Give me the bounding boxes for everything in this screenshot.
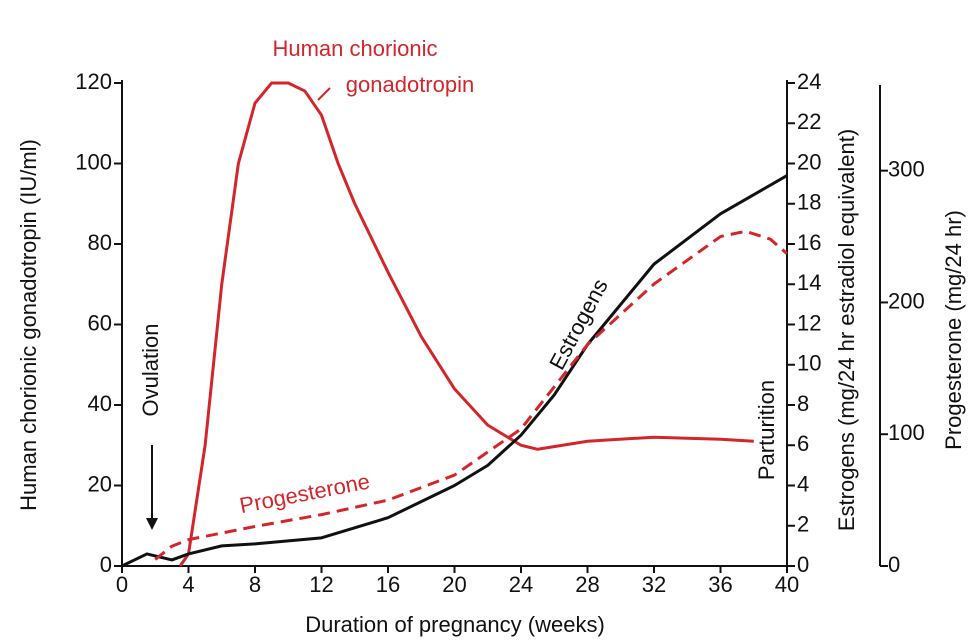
y-tick-label: 100 xyxy=(75,149,112,174)
y2-tick-label: 22 xyxy=(797,109,821,134)
x-tick-label: 4 xyxy=(182,572,194,597)
x-tick-label: 24 xyxy=(509,572,533,597)
y-tick-label: 80 xyxy=(88,230,112,255)
annotation: Ovulation xyxy=(138,324,163,417)
y-tick-label: 20 xyxy=(88,471,112,496)
annotation: Parturition xyxy=(754,380,779,480)
arrow-head xyxy=(146,518,158,530)
x-tick-label: 28 xyxy=(575,572,599,597)
x-tick-label: 12 xyxy=(309,572,333,597)
y2-tick-label: 12 xyxy=(797,310,821,335)
y-axis-label: Human chorionic gonadotropin (IU/ml) xyxy=(16,139,41,511)
annotation: Progesterone xyxy=(237,468,371,518)
x-axis-label: Duration of pregnancy (weeks) xyxy=(305,612,605,637)
annotation: gonadotropin xyxy=(346,72,474,97)
y-tick-label: 60 xyxy=(88,310,112,335)
y-tick-label: 120 xyxy=(75,69,112,94)
series-line xyxy=(121,174,788,568)
x-tick-label: 40 xyxy=(775,572,799,597)
y-tick-label: 40 xyxy=(88,391,112,416)
y2-tick-label: 20 xyxy=(797,149,821,174)
y3-tick-label: 200 xyxy=(888,288,925,313)
y2-tick-label: 10 xyxy=(797,351,821,376)
y2-tick-label: 4 xyxy=(797,471,809,496)
x-tick-label: 16 xyxy=(376,572,400,597)
x-tick-label: 32 xyxy=(642,572,666,597)
connector xyxy=(317,87,331,101)
y2-tick-label: 18 xyxy=(797,190,821,215)
y3-tick-label: 300 xyxy=(888,156,925,181)
y2-tick-label: 6 xyxy=(797,431,809,456)
y2-tick-label: 0 xyxy=(797,552,809,577)
y2-tick-label: 14 xyxy=(797,270,821,295)
y2-tick-label: 8 xyxy=(797,391,809,416)
y2-axis-label: Estrogens (mg/24 hr estradiol equivalent… xyxy=(834,129,859,531)
y-tick-label: 0 xyxy=(100,552,112,577)
x-tick-label: 8 xyxy=(249,572,261,597)
y3-tick-label: 100 xyxy=(888,420,925,445)
series-line xyxy=(178,81,754,567)
x-tick-label: 20 xyxy=(442,572,466,597)
y2-tick-label: 2 xyxy=(797,512,809,537)
y3-axis-label: Progesterone (mg/24 hr) xyxy=(941,210,966,450)
x-tick-label: 36 xyxy=(708,572,732,597)
annotation: Human chorionic xyxy=(272,36,437,61)
y2-tick-label: 24 xyxy=(797,69,821,94)
y3-tick-label: 0 xyxy=(888,552,900,577)
series-line xyxy=(154,229,788,561)
x-tick-label: 0 xyxy=(116,572,128,597)
y2-tick-label: 16 xyxy=(797,230,821,255)
